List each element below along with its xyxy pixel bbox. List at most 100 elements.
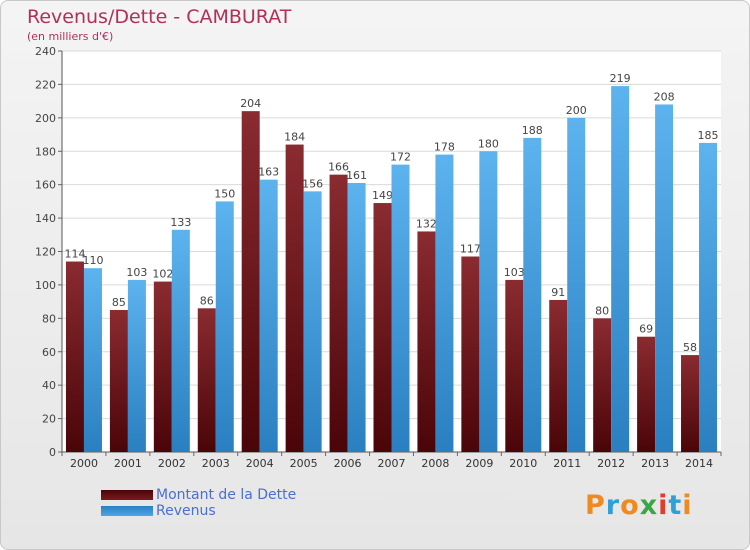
data-label-revenus: 180 bbox=[478, 137, 499, 150]
bar-revenus bbox=[391, 164, 410, 452]
data-label-revenus: 133 bbox=[170, 216, 191, 229]
logo-letter: o bbox=[620, 490, 640, 521]
bar-revenus bbox=[347, 182, 366, 452]
data-label-dette: 85 bbox=[112, 296, 126, 309]
x-tick-label: 2001 bbox=[114, 457, 142, 470]
logo-letter: r bbox=[605, 490, 621, 521]
y-tick-label: 200 bbox=[35, 112, 56, 125]
bar-dette bbox=[505, 279, 524, 452]
data-label-revenus: 185 bbox=[698, 129, 719, 142]
data-label-revenus: 208 bbox=[654, 90, 675, 103]
bar-dette bbox=[285, 144, 304, 453]
data-label-dette: 132 bbox=[416, 217, 437, 230]
data-label-revenus: 156 bbox=[302, 177, 323, 190]
data-label-dette: 58 bbox=[683, 341, 697, 354]
legend: Montant de la Dette Revenus bbox=[101, 487, 296, 519]
bar-revenus bbox=[655, 104, 674, 452]
y-tick-label: 40 bbox=[42, 379, 56, 392]
legend-swatch-dette bbox=[101, 490, 153, 500]
data-label-revenus: 110 bbox=[82, 254, 103, 267]
data-label-revenus: 161 bbox=[346, 169, 367, 182]
y-tick-label: 240 bbox=[35, 45, 56, 58]
logo-letter: i bbox=[682, 490, 693, 521]
bar-dette bbox=[153, 281, 172, 452]
data-label-dette: 166 bbox=[328, 161, 349, 174]
data-label-dette: 80 bbox=[595, 304, 609, 317]
y-tick-label: 220 bbox=[35, 78, 56, 91]
data-label-revenus: 219 bbox=[610, 72, 631, 85]
y-tick-label: 60 bbox=[42, 346, 56, 359]
x-tick-label: 2005 bbox=[290, 457, 318, 470]
bar-revenus bbox=[523, 137, 542, 452]
x-tick-label: 2011 bbox=[553, 457, 581, 470]
y-tick-label: 0 bbox=[49, 446, 56, 459]
bar-dette bbox=[637, 336, 656, 452]
y-tick-label: 20 bbox=[42, 413, 56, 426]
bar-revenus bbox=[303, 191, 322, 452]
bar-revenus bbox=[171, 229, 190, 452]
x-tick-label: 2000 bbox=[70, 457, 98, 470]
data-label-revenus: 188 bbox=[522, 124, 543, 137]
bar-dette bbox=[549, 299, 568, 452]
bar-dette bbox=[461, 256, 480, 452]
bar-revenus bbox=[83, 268, 102, 452]
logo-letter: i bbox=[658, 490, 669, 521]
data-label-dette: 91 bbox=[551, 286, 565, 299]
proxiti-logo: Proxiti bbox=[585, 490, 693, 521]
bar-revenus bbox=[259, 179, 278, 452]
bar-revenus bbox=[567, 117, 586, 452]
data-label-revenus: 103 bbox=[126, 266, 147, 279]
logo-letter: t bbox=[668, 490, 683, 521]
bar-dette bbox=[417, 231, 436, 452]
bar-dette bbox=[593, 318, 612, 452]
legend-label-revenus: Revenus bbox=[156, 503, 216, 519]
x-tick-label: 2014 bbox=[685, 457, 713, 470]
data-label-dette: 114 bbox=[64, 248, 85, 261]
y-tick-label: 180 bbox=[35, 145, 56, 158]
chart-title: Revenus/Dette - CAMBURAT bbox=[27, 6, 292, 28]
data-label-dette: 204 bbox=[240, 97, 261, 110]
x-tick-label: 2007 bbox=[378, 457, 406, 470]
bar-dette bbox=[681, 355, 700, 452]
data-label-revenus: 178 bbox=[434, 141, 455, 154]
x-tick-label: 2006 bbox=[334, 457, 362, 470]
legend-item-dette: Montant de la Dette bbox=[101, 487, 296, 503]
data-label-dette: 184 bbox=[284, 131, 305, 144]
bar-revenus bbox=[127, 279, 146, 452]
bar-revenus bbox=[479, 151, 498, 452]
data-label-dette: 102 bbox=[152, 268, 173, 281]
x-tick-label: 2008 bbox=[421, 457, 449, 470]
logo-letter: P bbox=[585, 490, 606, 521]
bar-dette bbox=[241, 111, 260, 453]
x-tick-label: 2009 bbox=[465, 457, 493, 470]
y-tick-label: 120 bbox=[35, 246, 56, 259]
data-label-revenus: 150 bbox=[214, 187, 235, 200]
data-label-revenus: 200 bbox=[566, 104, 587, 117]
x-tick-label: 2010 bbox=[509, 457, 537, 470]
y-tick-label: 140 bbox=[35, 212, 56, 225]
y-tick-label: 100 bbox=[35, 279, 56, 292]
data-label-dette: 149 bbox=[372, 189, 393, 202]
bar-revenus bbox=[435, 154, 454, 452]
logo-letter: x bbox=[639, 490, 659, 521]
y-tick-label: 80 bbox=[42, 312, 56, 325]
x-tick-label: 2004 bbox=[246, 457, 274, 470]
y-tick-label: 160 bbox=[35, 179, 56, 192]
data-label-revenus: 163 bbox=[258, 166, 279, 179]
data-label-dette: 117 bbox=[460, 243, 481, 256]
legend-swatch-revenus bbox=[101, 506, 153, 516]
bar-dette bbox=[329, 174, 348, 452]
legend-label-dette: Montant de la Dette bbox=[156, 487, 297, 503]
legend-item-revenus: Revenus bbox=[101, 503, 296, 519]
bar-dette bbox=[373, 203, 392, 452]
bar-revenus bbox=[215, 201, 234, 452]
data-label-dette: 86 bbox=[200, 294, 214, 307]
x-tick-label: 2013 bbox=[641, 457, 669, 470]
bar-dette bbox=[109, 309, 128, 452]
x-tick-label: 2012 bbox=[597, 457, 625, 470]
chart-subtitle: (en milliers d'€) bbox=[27, 30, 114, 43]
x-tick-label: 2002 bbox=[158, 457, 186, 470]
data-label-dette: 69 bbox=[639, 323, 653, 336]
